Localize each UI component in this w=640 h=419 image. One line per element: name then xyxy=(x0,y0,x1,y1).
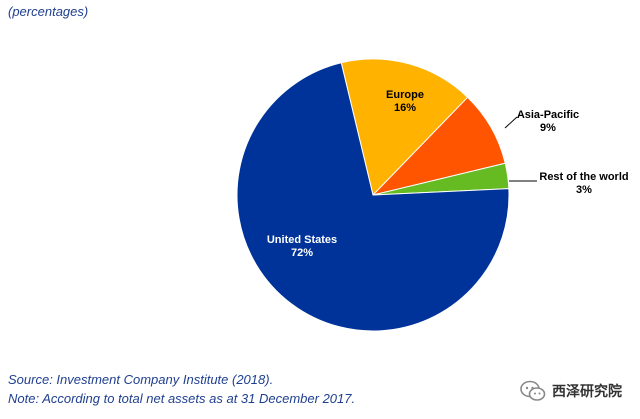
slice-label: United States xyxy=(267,234,337,246)
slice-value-label: 3% xyxy=(576,184,592,196)
watermark-text: 西泽研究院 xyxy=(552,384,622,400)
slice-value-label: 72% xyxy=(291,247,313,259)
footnote: Note: According to total net assets as a… xyxy=(8,391,356,406)
watermark: 西泽研究院 xyxy=(520,380,622,402)
slice-value-label: 16% xyxy=(394,102,416,114)
leader-line xyxy=(504,116,518,129)
slice-value-label: 9% xyxy=(540,122,556,134)
source-note: Source: Investment Company Institute (20… xyxy=(8,372,274,387)
slice-label: Europe xyxy=(386,89,424,101)
pie-slice-united-states xyxy=(236,62,510,332)
pie-slice-europe xyxy=(340,58,469,197)
slice-label: Asia-Pacific xyxy=(517,109,579,121)
wechat-icon xyxy=(520,380,546,401)
chart-subtitle: (percentages) xyxy=(8,4,89,19)
slice-label: Rest of the world xyxy=(539,171,628,183)
